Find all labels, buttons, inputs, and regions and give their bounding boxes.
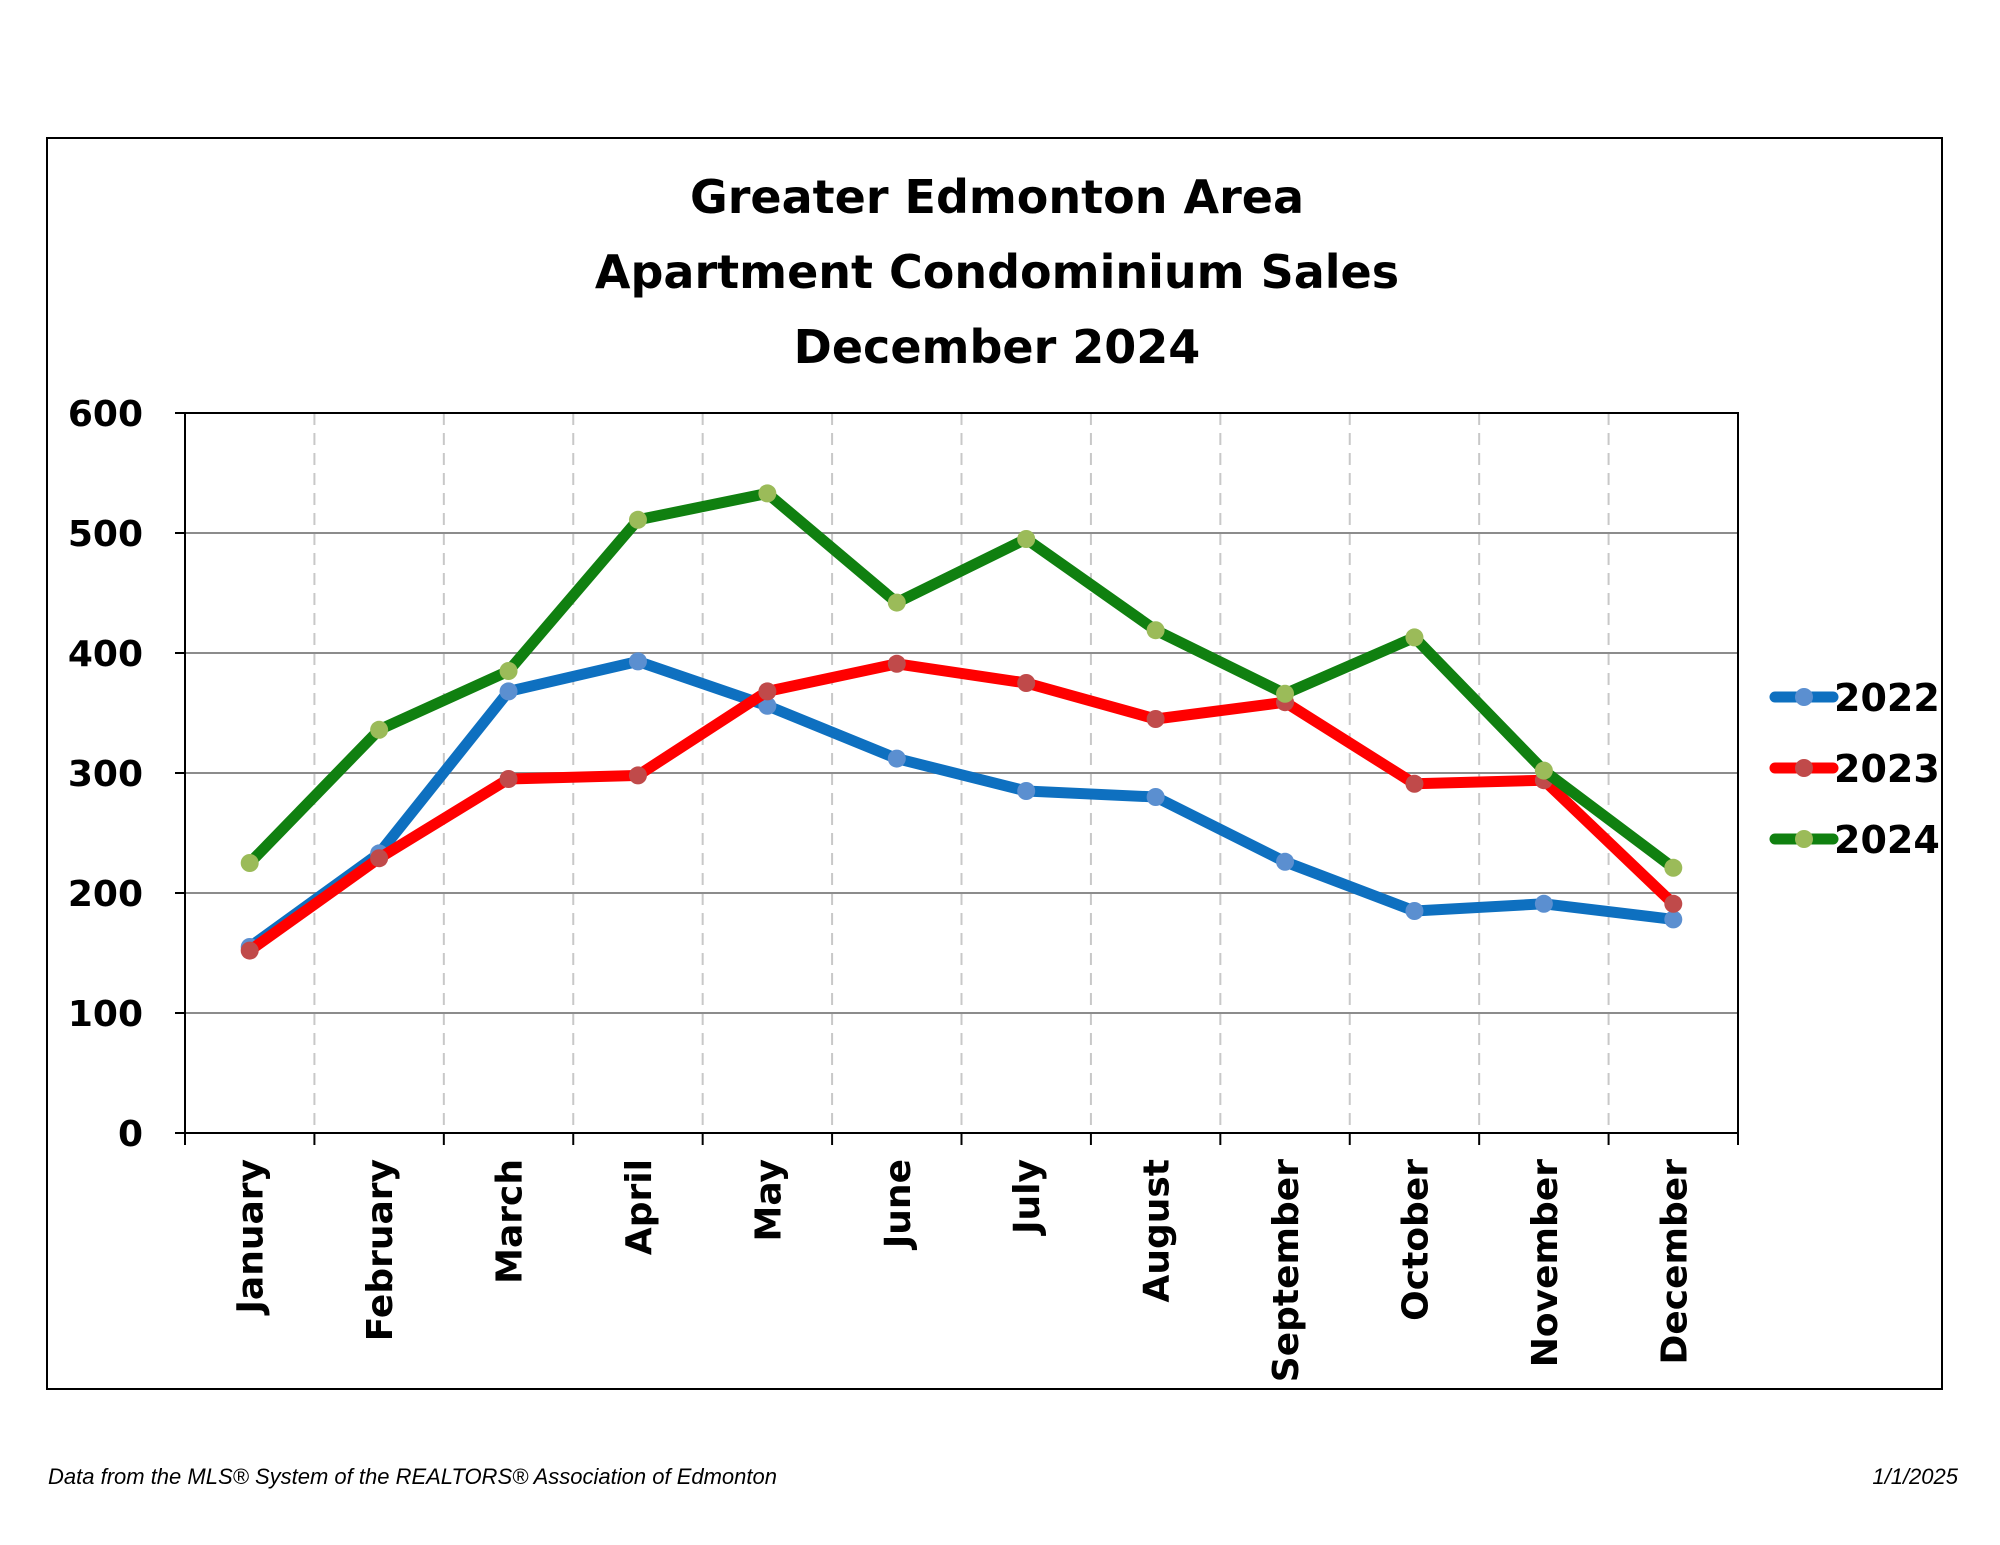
- source-note: Data from the MLS® System of the REALTOR…: [48, 1464, 777, 1489]
- data-point-2023: [499, 770, 518, 788]
- y-tick-label: 200: [68, 874, 143, 915]
- data-point-2024: [1405, 628, 1424, 647]
- data-point-2024: [370, 720, 389, 739]
- data-point-2022: [499, 682, 518, 701]
- y-tick-label: 500: [68, 514, 143, 555]
- chart-frame: [46, 137, 1943, 1390]
- data-point-2023: [887, 654, 906, 673]
- data-point-2023: [1405, 774, 1424, 793]
- series-line-2023: [244, 658, 1679, 957]
- legend-marker-2024: [1795, 830, 1813, 848]
- series-line-2024: [244, 487, 1679, 874]
- legend-marker-2023: [1795, 759, 1813, 777]
- data-point-2022: [628, 652, 647, 671]
- x-category-label: September: [1266, 1159, 1307, 1382]
- data-point-2023: [758, 682, 777, 701]
- data-point-2023: [628, 766, 647, 785]
- chart-title-line: December 2024: [794, 320, 1201, 374]
- x-category-label: May: [748, 1159, 789, 1241]
- data-point-2023: [1146, 710, 1165, 728]
- x-category-label: August: [1137, 1159, 1178, 1303]
- data-point-2022: [1534, 894, 1553, 913]
- data-point-2022: [1664, 910, 1683, 929]
- legend-label-2024: 2024: [1834, 818, 1940, 862]
- data-point-2023: [1017, 674, 1036, 692]
- data-point-2024: [758, 484, 777, 503]
- data-point-2023: [240, 941, 259, 960]
- x-category-label: April: [619, 1159, 660, 1255]
- data-point-2024: [1276, 684, 1295, 703]
- data-point-2022: [1146, 788, 1165, 806]
- y-tick-label: 600: [68, 394, 143, 435]
- x-category-label: December: [1654, 1159, 1695, 1365]
- data-point-2022: [1276, 852, 1295, 871]
- data-point-2022: [758, 696, 777, 715]
- legend-label-2023: 2023: [1834, 747, 1940, 791]
- data-point-2024: [1017, 530, 1036, 548]
- x-category-label: November: [1525, 1159, 1566, 1367]
- data-point-2024: [240, 854, 259, 872]
- data-point-2023: [1664, 894, 1683, 913]
- legend-label-2022: 2022: [1834, 676, 1940, 720]
- data-point-2024: [1534, 761, 1553, 780]
- chart-title-line: Greater Edmonton Area: [690, 170, 1304, 224]
- data-point-2024: [628, 510, 647, 529]
- x-category-label: October: [1395, 1159, 1436, 1321]
- chart-title-line: Apartment Condominium Sales: [595, 245, 1399, 299]
- data-point-2024: [499, 662, 518, 680]
- x-category-label: July: [1007, 1159, 1048, 1237]
- data-point-2024: [1146, 621, 1165, 640]
- x-category-label: March: [490, 1159, 531, 1284]
- legend-marker-2022: [1795, 688, 1813, 706]
- data-point-2023: [370, 849, 389, 868]
- x-category-label: January: [231, 1159, 272, 1316]
- y-tick-label: 100: [68, 994, 143, 1035]
- y-tick-label: 300: [68, 754, 143, 795]
- data-point-2022: [1405, 902, 1424, 920]
- data-point-2022: [1017, 782, 1036, 800]
- x-category-label: February: [360, 1159, 401, 1341]
- data-point-2024: [1664, 858, 1683, 877]
- data-point-2024: [887, 593, 906, 612]
- series-line-2022: [244, 655, 1679, 953]
- x-category-label: June: [878, 1159, 919, 1251]
- y-tick-label: 0: [118, 1114, 143, 1155]
- report-date: 1/1/2025: [1872, 1464, 1958, 1489]
- y-tick-label: 400: [68, 634, 143, 675]
- data-point-2022: [887, 749, 906, 768]
